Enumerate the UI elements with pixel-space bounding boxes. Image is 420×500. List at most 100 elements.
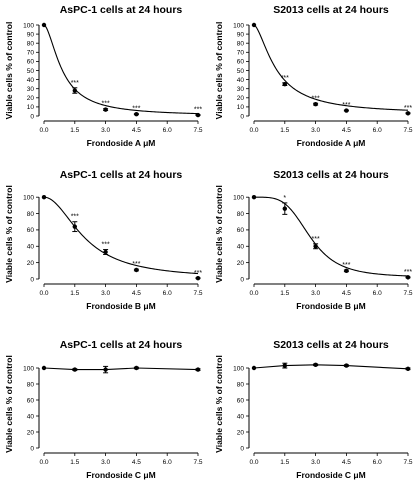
chart-panel-1: AsPC-1 cells at 24 hours 0 10 20 30 40 50 60 70 8… <box>4 4 203 148</box>
y-tick-label: 0 <box>240 113 244 120</box>
y-tick-label: 0 <box>240 445 244 452</box>
data-point <box>134 365 139 371</box>
x-tick-label: 0.0 <box>249 290 258 297</box>
data-point <box>195 367 201 372</box>
significance-label: *** <box>312 95 320 102</box>
x-tick-label: 6.0 <box>163 290 172 297</box>
x-tick-label: 3.0 <box>311 459 320 466</box>
y-tick-label: 60 <box>27 397 35 404</box>
y-tick-label: 50 <box>27 68 35 75</box>
x-tick-label: 6.0 <box>373 290 382 297</box>
x-tick-label: 4.5 <box>132 290 141 297</box>
chart-panel-2: S2013 cells at 24 hours 0 10 20 30 40 50 60 70 80… <box>214 4 413 148</box>
y-tick-label: 80 <box>237 41 245 48</box>
y-tick-label: 30 <box>27 86 35 93</box>
x-tick-label: 3.0 <box>311 127 320 134</box>
x-tick-label: 1.5 <box>280 290 289 297</box>
data-point <box>103 249 108 255</box>
significance-label: *** <box>312 236 320 243</box>
y-tick-label: 20 <box>237 95 245 102</box>
series-line <box>43 24 199 115</box>
significance-label: *** <box>102 101 110 108</box>
y-tick-label: 40 <box>237 77 245 84</box>
y-tick-label: 0 <box>240 276 244 283</box>
y-tick-label: 90 <box>237 31 245 38</box>
data-point <box>405 111 411 116</box>
chart-title: AsPC-1 cells at 24 hours <box>60 339 183 351</box>
x-tick-label: 1.5 <box>70 290 79 297</box>
x-tick-label: 7.5 <box>193 459 202 466</box>
data-point <box>195 275 201 281</box>
y-tick-label: 0 <box>30 276 34 283</box>
x-tick-label: 0.0 <box>39 127 48 134</box>
x-tick-label: 4.5 <box>342 290 351 297</box>
x-tick-label: 0.0 <box>249 127 258 134</box>
data-point <box>313 362 318 367</box>
y-tick-label: 10 <box>237 104 245 111</box>
chart-title: S2013 cells at 24 hours <box>273 4 389 16</box>
x-tick-label: 7.5 <box>403 290 412 297</box>
y-tick-label: 20 <box>27 260 35 267</box>
x-tick-label: 4.5 <box>342 459 351 466</box>
significance-label: *** <box>342 262 350 269</box>
data-point <box>103 367 108 372</box>
y-tick-label: 0 <box>30 445 34 452</box>
data-point <box>282 363 287 368</box>
chart-panel-6: S2013 cells at 24 hours 0 20 40 60 80 100 0.0 1.… <box>214 339 413 480</box>
x-tick-label: 1.5 <box>70 127 79 134</box>
data-point <box>344 108 349 113</box>
significance-label: *** <box>281 75 289 82</box>
y-axis-label: Viable cells % of control <box>4 355 14 453</box>
y-tick-label: 70 <box>27 50 35 57</box>
significance-label: *** <box>132 261 140 268</box>
significance-label: * <box>283 195 286 202</box>
data-point <box>344 363 349 368</box>
data-point <box>405 275 411 280</box>
significance-label: *** <box>71 214 79 221</box>
y-tick-label: 80 <box>27 381 35 388</box>
significance-label: *** <box>404 105 412 112</box>
data-point <box>195 112 201 118</box>
data-point <box>72 88 78 93</box>
y-tick-label: 90 <box>27 31 35 38</box>
chart-panel-3: AsPC-1 cells at 24 hours 0 20 40 60 80 100 0.0 1… <box>4 169 203 311</box>
x-tick-label: 0.0 <box>39 290 48 297</box>
y-axis-label: Viable cells % of control <box>4 22 14 120</box>
y-tick-label: 60 <box>27 59 35 66</box>
significance-label: *** <box>194 107 202 114</box>
chart-panel-4: S2013 cells at 24 hours 0 20 40 60 80 100 0.0 1.… <box>214 169 413 311</box>
chart-title: S2013 cells at 24 hours <box>273 169 389 181</box>
x-tick-label: 4.5 <box>342 127 351 134</box>
x-tick-label: 1.5 <box>70 459 79 466</box>
y-tick-label: 20 <box>237 260 245 267</box>
y-tick-label: 40 <box>27 413 35 420</box>
significance-label: *** <box>194 270 202 277</box>
data-point <box>72 224 78 229</box>
chart-title: AsPC-1 cells at 24 hours <box>60 4 183 16</box>
x-tick-label: 6.0 <box>163 127 172 134</box>
y-axis-label: Viable cells % of control <box>4 185 14 283</box>
x-tick-label: 6.0 <box>373 127 382 134</box>
x-tick-label: 4.5 <box>132 459 141 466</box>
data-point <box>251 22 257 28</box>
significance-label: *** <box>71 80 79 87</box>
y-tick-label: 80 <box>27 41 35 48</box>
x-tick-label: 4.5 <box>132 127 141 134</box>
chart-title: S2013 cells at 24 hours <box>273 339 389 351</box>
x-tick-label: 3.0 <box>311 290 320 297</box>
x-axis-label: Frondoside A μM <box>297 138 366 148</box>
significance-label: *** <box>132 106 140 113</box>
y-axis-label: Viable cells % of control <box>214 22 224 120</box>
y-tick-label: 20 <box>237 429 245 436</box>
data-point <box>41 194 47 200</box>
y-tick-label: 40 <box>237 413 245 420</box>
data-point <box>41 22 47 28</box>
data-point <box>103 107 108 112</box>
y-tick-label: 100 <box>23 365 34 372</box>
chart-title: AsPC-1 cells at 24 hours <box>60 169 183 181</box>
y-tick-label: 100 <box>233 365 244 372</box>
x-axis-label: Frondoside B μM <box>296 301 365 311</box>
data-point <box>313 101 318 107</box>
data-point <box>282 81 287 87</box>
x-axis-label: Frondoside B μM <box>86 301 155 311</box>
